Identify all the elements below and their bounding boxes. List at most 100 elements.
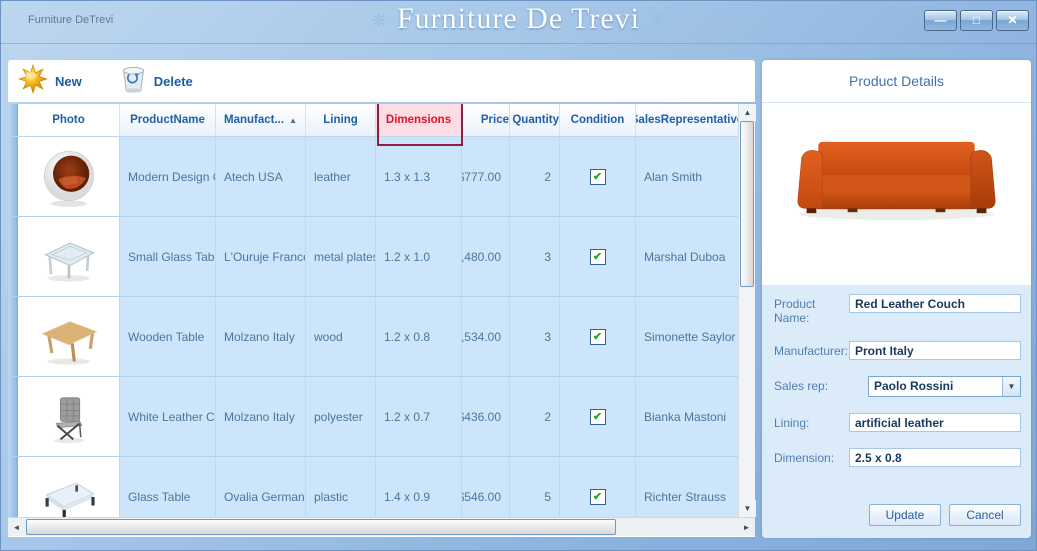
toolbar: New Delete bbox=[8, 60, 755, 102]
minimize-button[interactable]: — bbox=[924, 10, 957, 31]
products-grid: Photo ProductName Manufact... ▲ Lining D… bbox=[8, 104, 756, 537]
manufacturer-field[interactable] bbox=[849, 341, 1021, 360]
column-header-photo[interactable]: Photo bbox=[18, 104, 120, 136]
grid-corner bbox=[8, 104, 18, 136]
vertical-scrollbar-thumb[interactable] bbox=[740, 121, 754, 287]
cell-condition: ✔ bbox=[560, 217, 636, 296]
vertical-scrollbar[interactable]: ▲ ▼ bbox=[738, 104, 756, 517]
titlebar: Furniture DeTrevi ❊ Furniture De Trevi ❊ —… bbox=[0, 0, 1037, 44]
cell-product-name: White Leather Chair bbox=[120, 377, 216, 456]
table-row[interactable]: Small Glass Table L'Ouruje France metal … bbox=[8, 217, 738, 297]
sort-ascending-icon: ▲ bbox=[289, 115, 297, 125]
product-photo-glass-table bbox=[18, 457, 120, 517]
cell-dimensions: 1.2 x 0.7 bbox=[376, 377, 462, 456]
window-title: ❊ Furniture De Trevi ❊ bbox=[0, 2, 1037, 36]
cell-price: $436.00 bbox=[462, 377, 510, 456]
details-title: Product Details bbox=[849, 73, 944, 89]
row-indicator bbox=[8, 377, 18, 456]
cell-manufacturer: Atech USA bbox=[216, 137, 306, 216]
column-header-productname[interactable]: ProductName bbox=[120, 104, 216, 136]
table-row[interactable]: Modern Design C... Atech USA leather 1.3… bbox=[8, 137, 738, 217]
cell-dimensions: 1.3 x 1.3 bbox=[376, 137, 462, 216]
product-name-row: Product Name: bbox=[774, 294, 1021, 325]
scroll-left-button[interactable]: ◄ bbox=[12, 523, 21, 532]
chevron-down-icon[interactable]: ▼ bbox=[1002, 377, 1020, 396]
scroll-down-button[interactable]: ▼ bbox=[739, 500, 756, 517]
delete-button[interactable]: Delete bbox=[120, 64, 193, 99]
update-button[interactable]: Update bbox=[869, 504, 941, 526]
cell-lining: metal plates bbox=[306, 217, 376, 296]
table-row[interactable]: Wooden Table Molzano Italy wood 1.2 x 0.… bbox=[8, 297, 738, 377]
column-header-dimensions[interactable]: Dimensions bbox=[376, 104, 462, 136]
product-photo-ball-chair bbox=[18, 137, 120, 216]
new-button[interactable]: New bbox=[17, 63, 82, 99]
sales-rep-selected-value: Paolo Rossini bbox=[874, 379, 954, 393]
app-label: Furniture DeTrevi bbox=[28, 14, 114, 26]
cell-sales-rep: Richter Strauss bbox=[644, 489, 727, 504]
cell-sales-rep: Alan Smith bbox=[644, 169, 703, 184]
lining-field[interactable] bbox=[849, 413, 1021, 432]
row-indicator bbox=[8, 297, 18, 376]
grid-body: Modern Design C... Atech USA leather 1.3… bbox=[8, 137, 738, 517]
cell-price: $777.00 bbox=[462, 137, 510, 216]
cell-dimensions: 1.2 x 0.8 bbox=[376, 297, 462, 376]
column-header-price[interactable]: Price bbox=[462, 104, 510, 136]
sales-rep-combobox[interactable]: Paolo Rossini ▼ bbox=[868, 376, 1021, 397]
check-icon: ✔ bbox=[592, 171, 603, 183]
column-header-condition[interactable]: Condition bbox=[560, 104, 636, 136]
close-button[interactable]: ✕ bbox=[996, 10, 1029, 31]
details-buttons: Update Cancel bbox=[869, 504, 1021, 526]
maximize-button[interactable]: □ bbox=[960, 10, 993, 31]
cell-lining: wood bbox=[306, 297, 376, 376]
cell-condition: ✔ bbox=[560, 137, 636, 216]
condition-checkbox[interactable]: ✔ bbox=[589, 248, 606, 265]
cell-manufacturer: Ovalia Germany bbox=[216, 457, 306, 517]
product-name-label: Product Name: bbox=[774, 297, 816, 325]
table-row[interactable]: Glass Table Ovalia Germany plastic 1.4 x… bbox=[8, 457, 738, 517]
cell-condition: ✔ bbox=[560, 457, 636, 517]
cell-price: $3,534.00 bbox=[462, 297, 510, 376]
dimension-field[interactable] bbox=[849, 448, 1021, 467]
cell-dimensions: 1.2 x 1.0 bbox=[376, 217, 462, 296]
new-sun-icon bbox=[17, 63, 49, 99]
sales-rep-label: Sales rep: bbox=[774, 379, 829, 393]
cancel-button[interactable]: Cancel bbox=[949, 504, 1021, 526]
cell-quantity: 2 bbox=[510, 377, 560, 456]
cell-price: $3,480.00 bbox=[462, 217, 510, 296]
column-header-lining[interactable]: Lining bbox=[306, 104, 376, 136]
cell-lining: polyester bbox=[306, 377, 376, 456]
window-controls: — □ ✕ bbox=[924, 10, 1029, 31]
cell-condition: ✔ bbox=[560, 297, 636, 376]
details-form: Product Name: Manufacturer: Sales rep: P… bbox=[762, 285, 1031, 467]
new-button-label: New bbox=[55, 73, 82, 89]
condition-checkbox[interactable]: ✔ bbox=[589, 408, 606, 425]
column-header-quantity[interactable]: Quantity bbox=[510, 104, 560, 136]
cell-sales-rep: Marshal Duboa bbox=[644, 249, 726, 264]
cell-lining: leather bbox=[306, 137, 376, 216]
product-details-panel: Product Details Product bbox=[762, 60, 1031, 538]
condition-checkbox[interactable]: ✔ bbox=[589, 488, 606, 505]
condition-checkbox[interactable]: ✔ bbox=[589, 328, 606, 345]
dimension-row: Dimension: bbox=[774, 448, 1021, 467]
ornament-icon: ❊ bbox=[371, 11, 387, 31]
table-row[interactable]: White Leather Chair Molzano Italy polyes… bbox=[8, 377, 738, 457]
scroll-up-button[interactable]: ▲ bbox=[739, 104, 756, 121]
product-photo-wooden-table bbox=[18, 297, 120, 376]
cell-quantity: 5 bbox=[510, 457, 560, 517]
row-indicator bbox=[8, 457, 18, 517]
column-header-salesrepresentative[interactable]: SalesRepresentative bbox=[636, 114, 738, 126]
scroll-right-button[interactable]: ► bbox=[742, 523, 751, 532]
horizontal-scrollbar-thumb[interactable] bbox=[26, 519, 616, 535]
product-name-field[interactable] bbox=[849, 294, 1021, 313]
grid-header-row: Photo ProductName Manufact... ▲ Lining D… bbox=[8, 104, 738, 146]
cell-manufacturer: L'Ouruje France bbox=[216, 217, 306, 296]
cell-quantity: 2 bbox=[510, 137, 560, 216]
product-photo-glass-coffee-table bbox=[18, 217, 120, 296]
horizontal-scrollbar[interactable]: ◄ ► bbox=[8, 517, 755, 536]
column-header-manufacturer[interactable]: Manufact... ▲ bbox=[216, 104, 306, 136]
cell-product-name: Modern Design C... bbox=[120, 137, 216, 216]
check-icon: ✔ bbox=[592, 251, 603, 263]
condition-checkbox[interactable]: ✔ bbox=[589, 168, 606, 185]
delete-button-label: Delete bbox=[153, 73, 193, 89]
product-photo-white-leather-chair bbox=[18, 377, 120, 456]
